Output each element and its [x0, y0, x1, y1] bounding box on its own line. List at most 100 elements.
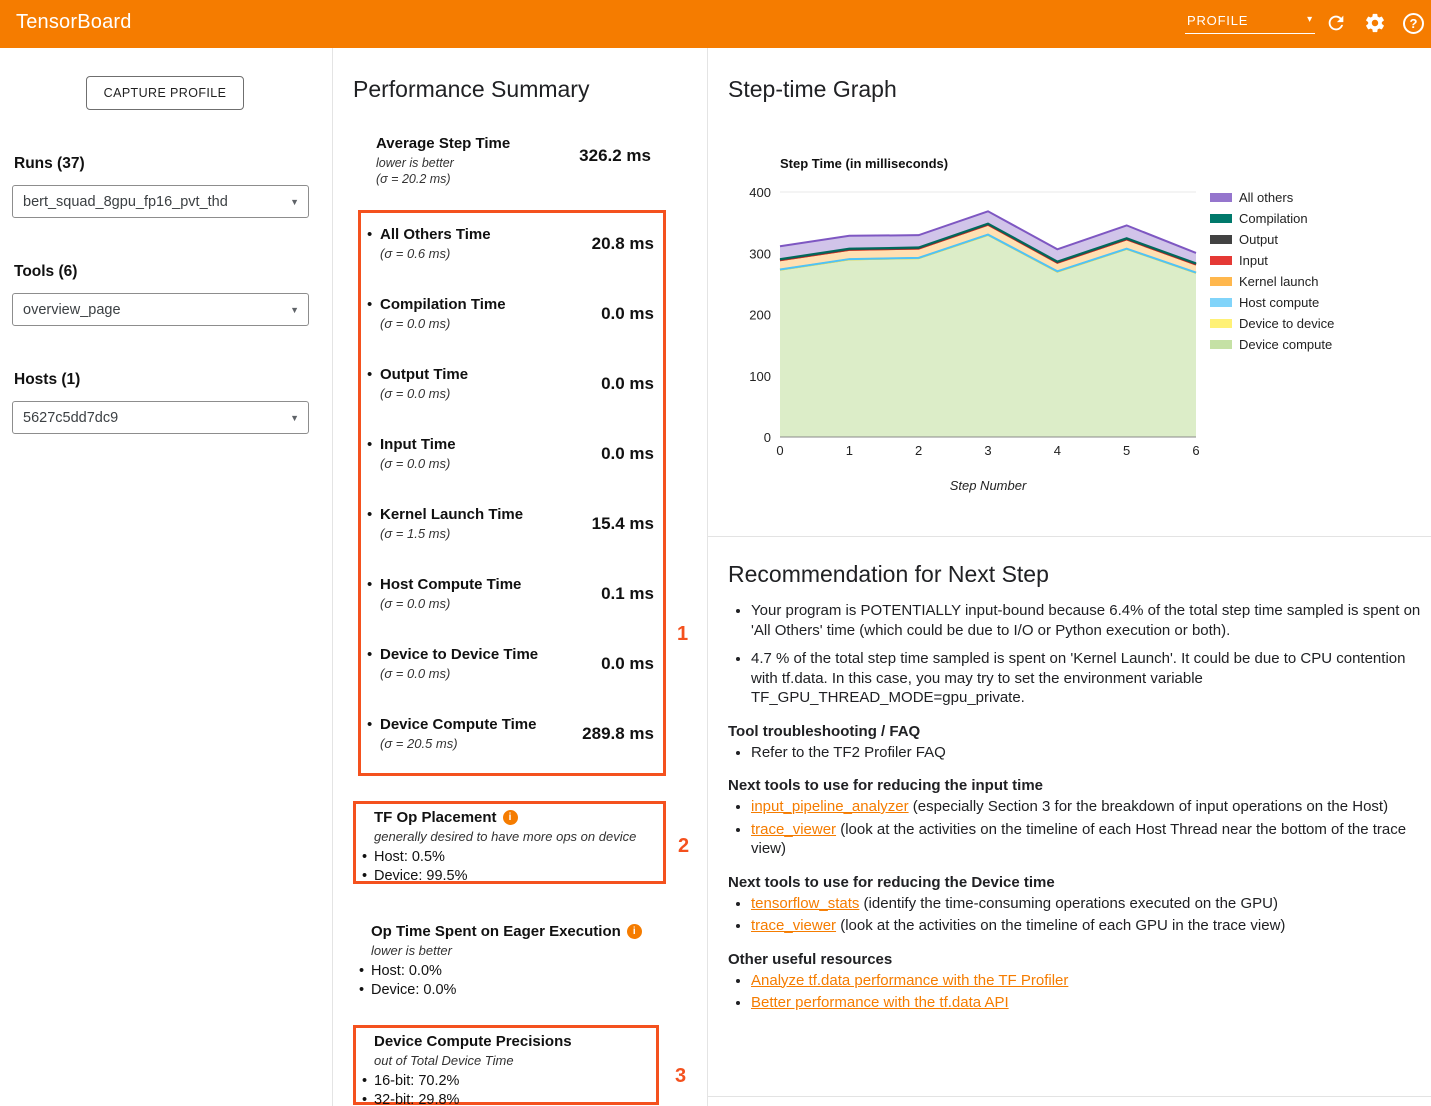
rec-item: trace_viewer (look at the activities on …: [751, 820, 1428, 859]
info-icon[interactable]: i: [626, 924, 642, 939]
dashboard-selector[interactable]: PROFILE ▾: [1185, 8, 1315, 34]
rec-section-heading: Next tools to use for reducing the Devic…: [728, 873, 1055, 891]
chart-title: Step Time (in milliseconds): [780, 156, 948, 171]
runs-label: Runs (37): [14, 155, 85, 172]
help-button[interactable]: ?: [1403, 12, 1429, 38]
top-bar: TensorBoard PROFILE ▾ ?: [0, 0, 1431, 48]
section-divider: [708, 536, 1431, 537]
metric-value: 0.0 ms: [601, 374, 654, 393]
recommendation-section: Recommendation for Next Step Your progra…: [728, 561, 1428, 1016]
stat-item: 32-bit: 29.8%: [361, 1091, 648, 1106]
rec-section-heading: Tool troubleshooting / FAQ: [728, 722, 921, 740]
legend-label: Kernel launch: [1239, 274, 1319, 289]
y-axis-tick: 100: [749, 369, 771, 384]
rec-item: input_pipeline_analyzer (especially Sect…: [751, 797, 1428, 817]
bottom-divider: [708, 1096, 1431, 1097]
chevron-down-icon: ▼: [290, 413, 299, 423]
tf-op-placement-title: TF Op Placement: [374, 809, 497, 826]
rec-link[interactable]: Better performance with the tf.data API: [751, 994, 1009, 1011]
settings-button[interactable]: [1364, 12, 1390, 38]
compute-precisions-items: 16-bit: 70.2%32-bit: 29.8%: [361, 1072, 648, 1106]
x-axis-tick: 6: [1192, 443, 1199, 458]
metric-sigma: (σ = 0.6 ms): [380, 246, 451, 261]
runs-select[interactable]: bert_squad_8gpu_fp16_pvt_thd ▼: [12, 185, 309, 218]
eager-execution-title: Op Time Spent on Eager Execution: [371, 923, 621, 940]
rec-item-text: (look at the activities on the timeline …: [836, 917, 1286, 934]
bullet-icon: •: [367, 366, 373, 383]
metric-sigma: (σ = 0.0 ms): [380, 666, 451, 681]
stat-item: Device: 99.5%: [361, 867, 655, 886]
help-icon: ?: [1403, 13, 1424, 34]
metric-name: Host Compute Time: [380, 576, 522, 593]
legend-swatch: [1210, 298, 1232, 307]
runs-select-value: bert_squad_8gpu_fp16_pvt_thd: [23, 194, 228, 210]
performance-summary-panel: Performance Summary Average Step Time lo…: [332, 48, 708, 1106]
metric-name: Compilation Time: [380, 296, 506, 313]
hosts-select[interactable]: 5627c5dd7dc9 ▼: [12, 401, 309, 434]
metric-sigma: (σ = 0.0 ms): [380, 316, 451, 331]
metrics-list: • All Others Time (σ = 0.6 ms) 20.8 ms •…: [361, 213, 663, 775]
area-series: [780, 211, 1196, 264]
capture-profile-button[interactable]: CAPTURE PROFILE: [86, 76, 244, 110]
legend-label: Compilation: [1239, 211, 1308, 226]
rec-link[interactable]: trace_viewer: [751, 820, 837, 838]
hosts-label: Hosts (1): [14, 371, 81, 388]
metric-row: • All Others Time (σ = 0.6 ms) 20.8 ms: [361, 215, 663, 285]
metric-name: Output Time: [380, 366, 469, 383]
legend-swatch: [1210, 340, 1232, 349]
x-axis-tick: 5: [1123, 443, 1130, 458]
y-axis-tick: 0: [764, 430, 771, 445]
legend-label: Input: [1239, 253, 1268, 268]
rec-item: trace_viewer (look at the activities on …: [751, 916, 1428, 936]
metric-row: • Device to Device Time (σ = 0.0 ms) 0.0…: [361, 635, 663, 705]
metric-name: Input Time: [380, 436, 456, 453]
rec-section-list: Analyze tf.data performance with the TF …: [728, 971, 1428, 1013]
rec-item: tensorflow_stats (identify the time-cons…: [751, 894, 1428, 914]
eager-execution-subtitle: lower is better: [371, 943, 452, 958]
bullet-icon: •: [367, 576, 373, 593]
x-axis-tick: 3: [984, 443, 991, 458]
tools-select[interactable]: overview_page ▼: [12, 293, 309, 326]
reload-icon[interactable]: [1325, 12, 1351, 38]
metric-note: lower is better (σ = 20.2 ms): [376, 155, 651, 187]
metric-name: Kernel Launch Time: [380, 506, 524, 523]
step-time-graph-title: Step-time Graph: [728, 76, 897, 102]
metric-row: • Output Time (σ = 0.0 ms) 0.0 ms: [361, 355, 663, 425]
chevron-down-icon: ▼: [290, 197, 299, 207]
y-axis-tick: 300: [749, 246, 771, 261]
bullet-icon: •: [367, 646, 373, 663]
compute-precisions-subtitle: out of Total Device Time: [374, 1053, 514, 1068]
legend-swatch: [1210, 319, 1232, 328]
metric-sigma: (σ = 20.2 ms): [376, 172, 451, 186]
legend-label: Device compute: [1239, 337, 1332, 352]
annotation-number-2: 2: [678, 835, 690, 857]
rec-section-list: tensorflow_stats (identify the time-cons…: [728, 894, 1428, 936]
x-axis-tick: 2: [915, 443, 922, 458]
x-axis-tick: 0: [776, 443, 783, 458]
rec-item: Refer to the TF2 Profiler FAQ: [751, 743, 1428, 763]
recommendation-bullets: Your program is POTENTIALLY input-bound …: [728, 601, 1428, 708]
compute-precisions-title: Device Compute Precisions: [374, 1033, 572, 1050]
metric-sigma: (σ = 20.5 ms): [380, 736, 458, 751]
metric-value: 326.2 ms: [579, 146, 651, 165]
rec-link[interactable]: trace_viewer: [751, 917, 837, 934]
rec-section-heading: Next tools to use for reducing the input…: [728, 777, 1044, 794]
metric-sigma: (σ = 0.0 ms): [380, 386, 451, 401]
chevron-down-icon: ▼: [290, 305, 299, 315]
metric-row: • Device Compute Time (σ = 20.5 ms) 289.…: [361, 705, 663, 775]
info-icon[interactable]: i: [502, 810, 518, 825]
rec-link[interactable]: Analyze tf.data performance with the TF …: [751, 971, 1069, 989]
legend-swatch: [1210, 256, 1232, 265]
rec-link[interactable]: tensorflow_stats: [751, 894, 860, 912]
rec-section-heading: Other useful resources: [728, 950, 893, 968]
rec-link[interactable]: input_pipeline_analyzer: [751, 798, 909, 815]
rec-item-text: Refer to the TF2 Profiler FAQ: [751, 743, 946, 761]
rec-item-text: (identify the time-consuming operations …: [859, 894, 1278, 912]
legend-label: Device to device: [1239, 316, 1334, 331]
rec-item-text: (look at the activities on the timeline …: [751, 820, 1407, 858]
metric-row: • Compilation Time (σ = 0.0 ms) 0.0 ms: [361, 285, 663, 355]
y-axis-tick: 400: [749, 185, 771, 200]
tools-label: Tools (6): [14, 263, 78, 280]
legend-label: All others: [1239, 190, 1294, 205]
